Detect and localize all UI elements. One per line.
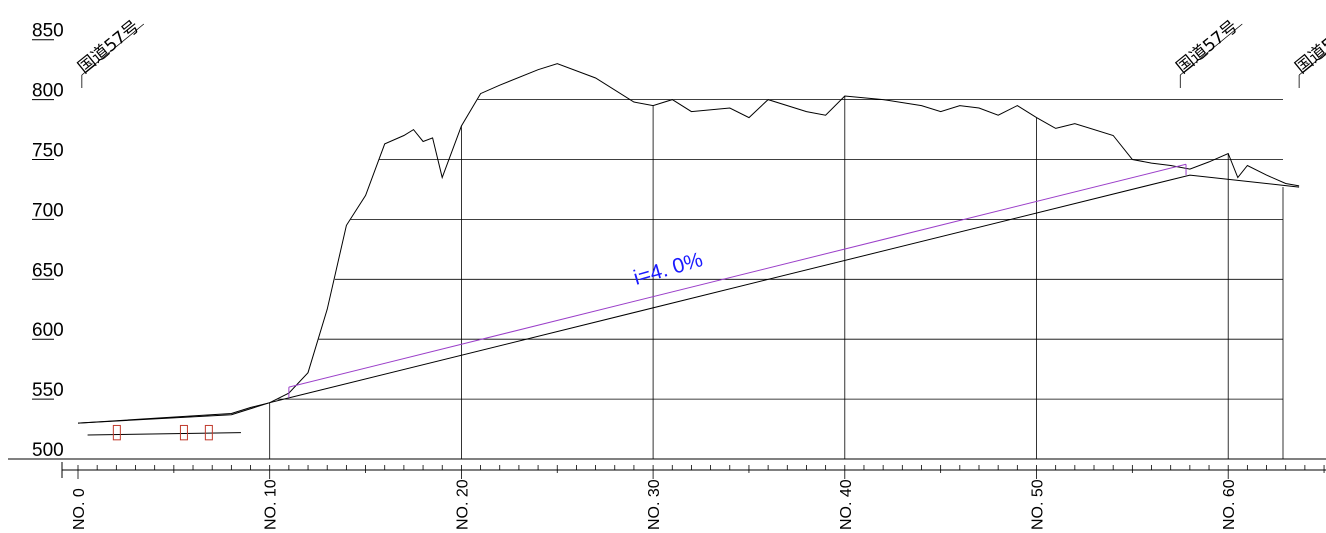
existing-road-line	[87, 432, 241, 436]
station-label-50: NO. 50	[1030, 479, 1047, 530]
elevation-label-700: 700	[32, 200, 64, 221]
elevation-label-750: 750	[32, 141, 64, 162]
culvert-marker-3	[204, 424, 213, 441]
design-grade-line	[77, 174, 1300, 424]
station-label-20: NO. 20	[454, 479, 471, 530]
tunnel-crown-line	[288, 163, 1187, 388]
profile-lines	[77, 63, 1300, 441]
elevation-label-550: 550	[32, 380, 64, 401]
culvert-marker-2	[179, 424, 188, 441]
station-label-10: NO. 10	[263, 479, 280, 530]
station-axis	[61, 462, 1326, 479]
road-label-1: 国道57号	[74, 17, 143, 78]
station-labels: NO. 0 NO. 10 NO. 20 NO. 30 NO. 40 NO. 50 NO. 6…	[71, 479, 1238, 530]
road-label-2: 国道57号	[1173, 17, 1242, 78]
road-labels: 国道57号 国道57号 国道57号	[74, 17, 1326, 88]
elevation-grid	[8, 99, 1326, 460]
elevation-label-650: 650	[32, 260, 64, 281]
elevation-labels: 850 800 750 700 650 600 550 500	[32, 21, 64, 461]
station-label-0: NO. 0	[71, 488, 88, 530]
station-label-30: NO. 30	[646, 479, 663, 530]
elevation-label-800: 800	[32, 81, 64, 102]
station-label-60: NO. 60	[1221, 479, 1238, 530]
elevation-label-850: 850	[32, 21, 64, 42]
elevation-label-500: 500	[32, 440, 64, 461]
road-label-3: 国道57号	[1292, 17, 1326, 78]
station-label-40: NO. 40	[838, 479, 855, 530]
grade-label: i=4. 0%	[631, 248, 705, 290]
station-grid	[269, 96, 1284, 459]
elevation-label-600: 600	[32, 320, 64, 341]
road-label-underline-1	[81, 23, 145, 76]
ground-profile-line	[77, 63, 1300, 424]
road-label-underline-3	[1298, 52, 1326, 76]
culvert-marker-1	[112, 424, 121, 441]
road-label-underline-2	[1180, 23, 1243, 76]
